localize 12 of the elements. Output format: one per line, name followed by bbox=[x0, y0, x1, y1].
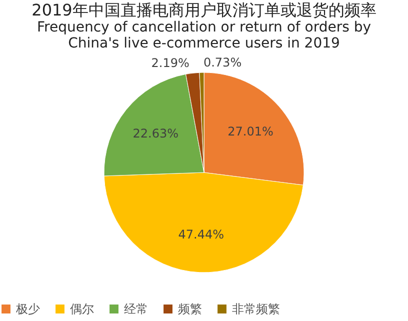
data-label: 47.44% bbox=[178, 227, 224, 242]
legend-label: 经常 bbox=[124, 302, 148, 316]
chart-subtitle: Frequency of cancellation or return of orders by China's live e-commerce users in 2019 bbox=[36, 20, 372, 52]
legend-label: 极少 bbox=[15, 302, 40, 316]
data-label: 27.01% bbox=[228, 124, 274, 139]
legend-label: 频繁 bbox=[178, 302, 202, 316]
data-label: 22.63% bbox=[132, 126, 179, 141]
chart-title: 2019年中国直播电商用户取消订单或退货的频率 bbox=[32, 0, 376, 20]
data-label: 0.73% bbox=[203, 56, 242, 70]
legend-label: 非常频繁 bbox=[232, 302, 280, 316]
data-label: 2.19% bbox=[151, 56, 190, 70]
legend-label: 偶尔 bbox=[70, 302, 94, 316]
